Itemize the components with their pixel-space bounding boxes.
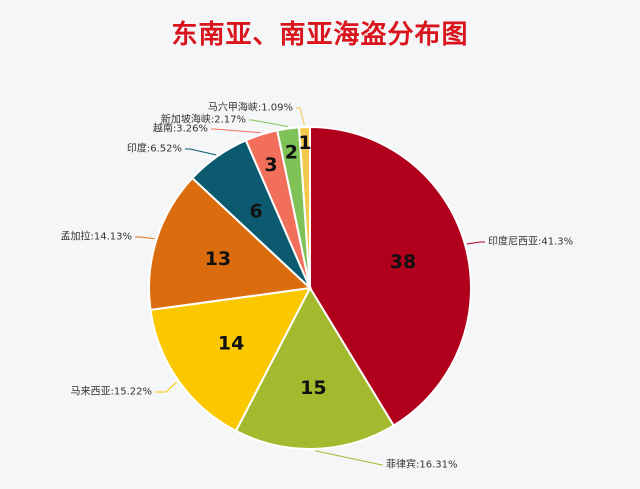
callout-line (315, 450, 383, 466)
slice-value-label: 3 (264, 154, 277, 176)
slice-value-label: 1 (298, 132, 311, 154)
slice-value-label: 14 (218, 333, 244, 355)
slice-percent-label: 新加坡海峡:2.17% (161, 113, 246, 126)
callout-line (249, 119, 288, 128)
slice-percent-label: 印度:6.52% (127, 142, 182, 155)
slice-value-label: 13 (205, 248, 231, 270)
callout-line (211, 128, 261, 134)
slice-percent-label: 孟加拉:14.13% (61, 230, 133, 243)
slice-value-label: 6 (250, 201, 263, 223)
slice-value-label: 38 (390, 251, 416, 273)
callout-line (155, 381, 178, 393)
callout-line (466, 241, 485, 245)
callout-line (135, 236, 155, 240)
chart-title: 东南亚、南亚海盗分布图 (171, 20, 469, 50)
slice-percent-label: 越南:3.26% (153, 122, 208, 135)
callout-line (185, 148, 217, 156)
pie-slice-2 (234, 285, 396, 450)
pie-slice-8 (297, 125, 311, 289)
slice-percent-label: 马六甲海峡:1.09% (208, 101, 293, 114)
callout-line (296, 107, 305, 126)
pie-slice-3 (149, 286, 312, 433)
slice-percent-label: 菲律宾:16.31% (386, 458, 458, 471)
slice-value-label: 15 (300, 377, 326, 399)
slice-value-label: 2 (285, 141, 298, 163)
pie-slice-4 (148, 176, 313, 312)
slice-percent-label: 马来西亚:15.22% (71, 386, 153, 398)
pie-slice-1 (309, 125, 472, 427)
slice-percent-label: 印度尼西亚:41.3% (488, 235, 573, 248)
